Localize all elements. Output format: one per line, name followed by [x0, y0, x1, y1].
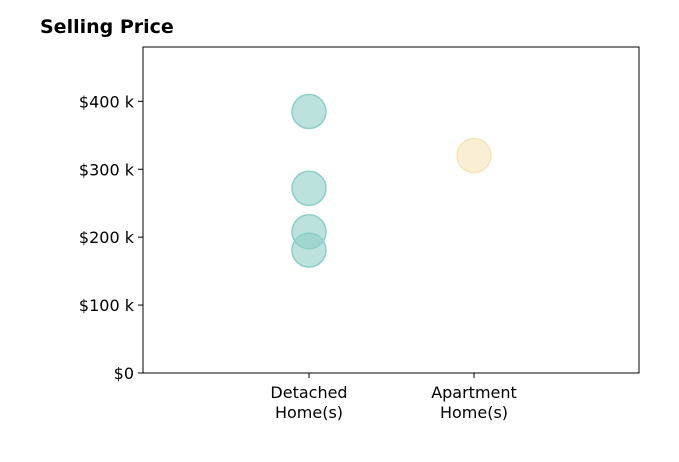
- chart-title: Selling Price: [40, 16, 174, 38]
- x-tick-label: Apartment Home(s): [431, 383, 517, 422]
- y-tick-label: $0: [114, 364, 134, 383]
- y-tick-label: $200 k: [79, 228, 135, 247]
- y-tick-label: $100 k: [79, 296, 135, 315]
- data-point: [456, 137, 492, 174]
- y-tick-label: $300 k: [79, 160, 135, 179]
- data-point: [291, 170, 327, 207]
- x-tick-label: Detached Home(s): [270, 383, 347, 422]
- data-point: [291, 232, 327, 268]
- data-point: [291, 93, 327, 130]
- y-tick-label: $400 k: [79, 92, 135, 111]
- plot-frame: [142, 46, 640, 374]
